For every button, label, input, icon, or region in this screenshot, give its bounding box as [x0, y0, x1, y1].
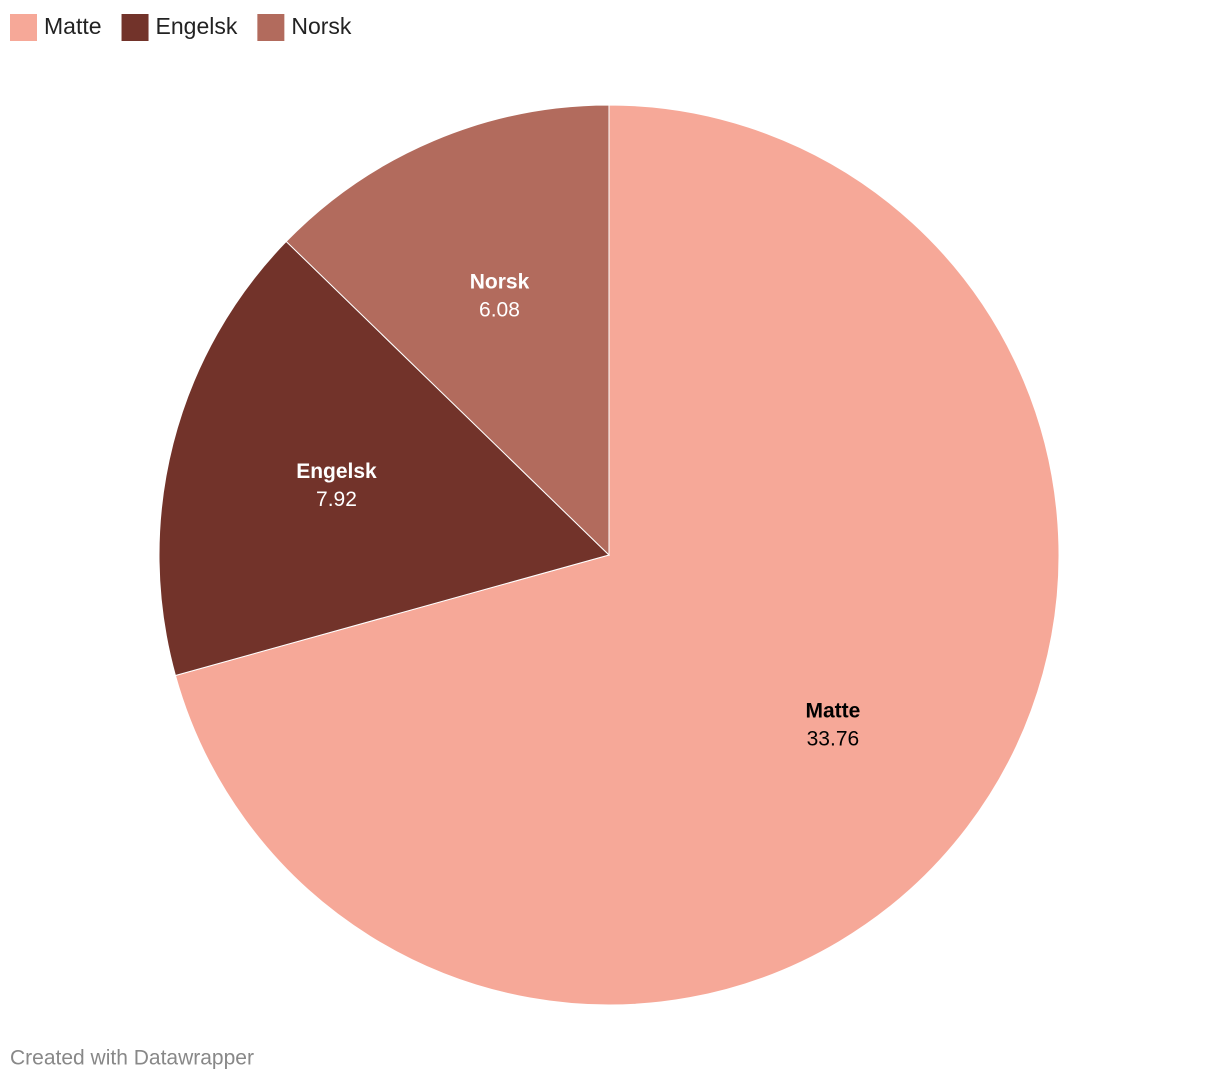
legend-label: Norsk — [291, 13, 352, 39]
pie-slice — [285, 104, 610, 557]
slice-category: Norsk — [470, 270, 530, 293]
slice-value: 7.92 — [316, 488, 357, 511]
legend-swatch — [121, 14, 149, 41]
credit: Created with Datawrapper — [10, 1047, 254, 1070]
slice-value: 33.76 — [807, 728, 860, 751]
slice-category: Engelsk — [296, 460, 377, 483]
pie-slice — [158, 240, 610, 677]
legend-label: Engelsk — [156, 13, 238, 39]
legend-swatch — [10, 14, 37, 41]
pie-slice — [174, 104, 1060, 1006]
slice-value: 6.08 — [479, 298, 520, 321]
slice-category: Matte — [805, 700, 860, 723]
legend-label: Matte — [44, 13, 102, 39]
legend-swatch — [257, 14, 285, 41]
